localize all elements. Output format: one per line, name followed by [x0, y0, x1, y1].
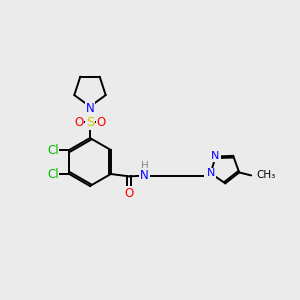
- Text: O: O: [97, 116, 106, 129]
- Text: CH₃: CH₃: [256, 170, 276, 180]
- Text: N: N: [85, 101, 94, 115]
- Text: N: N: [212, 152, 220, 161]
- Text: N: N: [140, 169, 149, 182]
- Text: N: N: [206, 169, 214, 182]
- Text: O: O: [74, 116, 83, 129]
- Text: H: H: [141, 161, 149, 171]
- Text: O: O: [125, 187, 134, 200]
- Text: S: S: [86, 116, 94, 129]
- Text: Cl: Cl: [47, 143, 58, 157]
- Text: Cl: Cl: [47, 167, 58, 181]
- Text: N: N: [206, 168, 215, 178]
